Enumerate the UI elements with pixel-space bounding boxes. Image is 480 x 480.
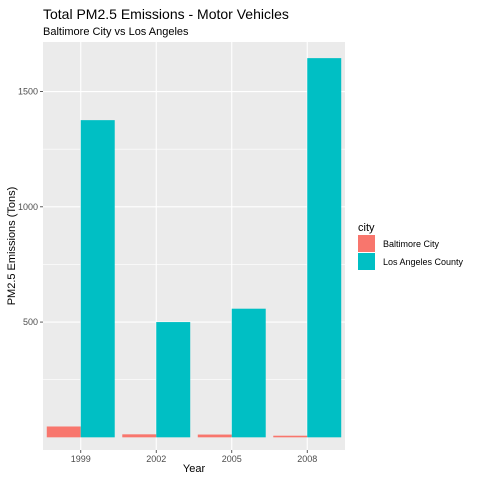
legend-key-baltimore-city	[358, 235, 375, 252]
legend-key-los-angeles-county	[358, 253, 375, 270]
bars	[46, 58, 342, 438]
x-tick-label: 2008	[297, 454, 317, 464]
legend: city Baltimore City Los Angeles County	[358, 222, 464, 270]
legend-title: city	[358, 222, 375, 234]
chart-title: Total PM2.5 Emissions - Motor Vehicles	[43, 6, 289, 22]
bar-baltimore-city-1999	[46, 426, 81, 438]
bar-los-angeles-county-2005	[231, 308, 266, 438]
x-tick-label: 2005	[222, 454, 242, 464]
legend-items: Baltimore City Los Angeles County	[358, 235, 464, 270]
bar-los-angeles-county-2002	[156, 322, 191, 438]
legend-label: Los Angeles County	[383, 257, 464, 267]
y-tick-label: 500	[23, 317, 38, 327]
y-tick-label: 1500	[18, 87, 38, 97]
bar-baltimore-city-2008	[273, 435, 308, 438]
x-axis: 1999 2002 2005 2008	[71, 450, 317, 464]
x-tick-label: 2002	[146, 454, 166, 464]
legend-label: Baltimore City	[383, 239, 440, 249]
y-tick-label: 1000	[18, 202, 38, 212]
chart-subtitle: Baltimore City vs Los Angeles	[43, 26, 189, 38]
bar-baltimore-city-2005	[197, 434, 232, 438]
bar-los-angeles-county-1999	[80, 120, 115, 438]
y-axis: 500 1000 1500	[18, 87, 43, 327]
bar-los-angeles-county-2008	[307, 58, 342, 438]
x-tick-label: 1999	[71, 454, 91, 464]
y-axis-title: PM2.5 Emissions (Tons)	[6, 187, 18, 306]
bar-baltimore-city-2002	[122, 434, 157, 438]
x-axis-title: Year	[183, 463, 206, 475]
